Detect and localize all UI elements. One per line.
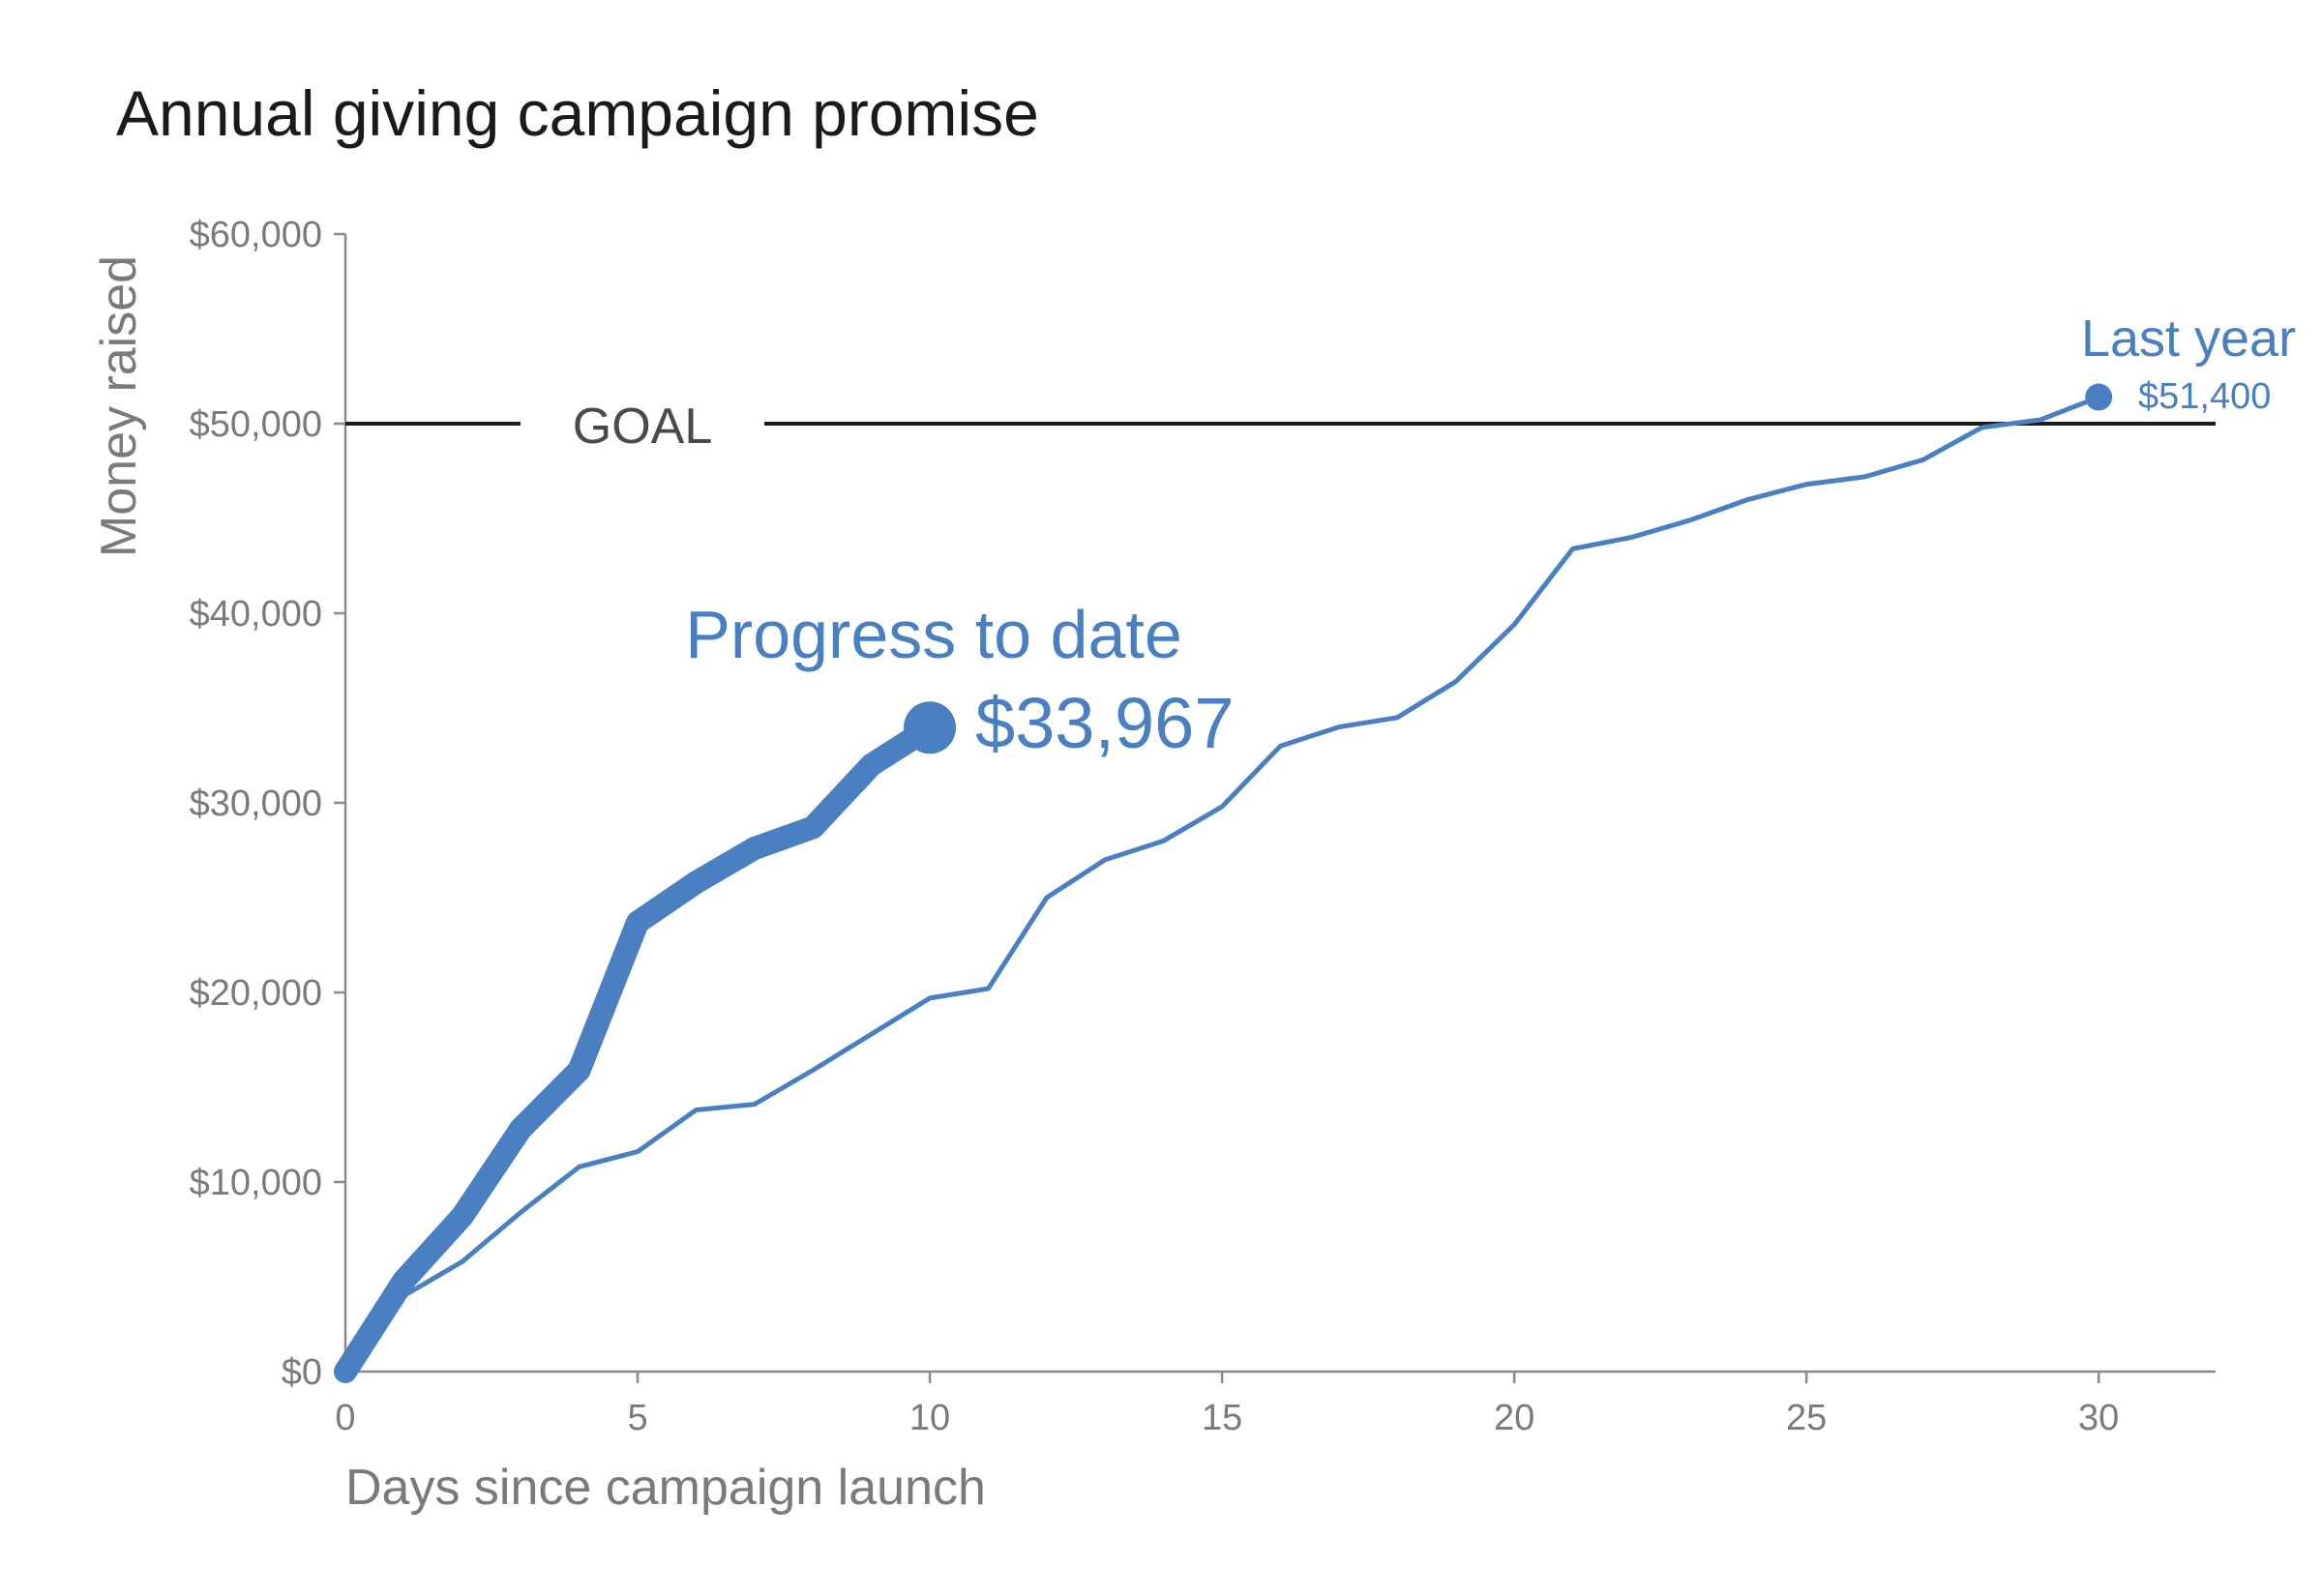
- y-tick-label: $20,000: [190, 973, 322, 1014]
- y-tick-label: $60,000: [190, 215, 322, 255]
- y-tick-label: $40,000: [190, 594, 322, 635]
- progress-end-marker: [904, 701, 957, 754]
- last-year-end-marker: [2085, 383, 2113, 411]
- y-axis-title: Money raised: [91, 255, 147, 557]
- chart-title: Annual giving campaign promise: [116, 77, 1039, 149]
- x-tick-label: 0: [335, 1398, 355, 1438]
- y-tick-label: $30,000: [190, 783, 322, 824]
- y-tick-label: $0: [282, 1352, 322, 1393]
- y-tick-label: $50,000: [190, 404, 322, 445]
- plot-area: $0 $10,000 $20,000 $30,000 $40,000 $50,000 $60…: [190, 215, 2296, 1438]
- series-line-progress: [334, 716, 942, 1383]
- progress-label: Progress to date: [685, 597, 1182, 672]
- x-tick-label: 25: [1786, 1398, 1827, 1438]
- last-year-label: Last year: [2081, 310, 2296, 368]
- x-tick-label: 5: [627, 1398, 647, 1438]
- x-tick-label: 20: [1494, 1398, 1534, 1438]
- progress-end-value: $33,967: [975, 683, 1235, 763]
- x-tick-label: 30: [2078, 1398, 2119, 1438]
- last-year-end-value: $51,400: [2138, 376, 2271, 417]
- goal-label: GOAL: [573, 399, 713, 455]
- x-axis-title: Days since campaign launch: [345, 1460, 986, 1516]
- x-tick-label: 15: [1202, 1398, 1242, 1438]
- y-tick-label: $10,000: [190, 1163, 322, 1203]
- series-line-last-year: [343, 395, 2100, 1374]
- x-tick-label: 10: [909, 1398, 950, 1438]
